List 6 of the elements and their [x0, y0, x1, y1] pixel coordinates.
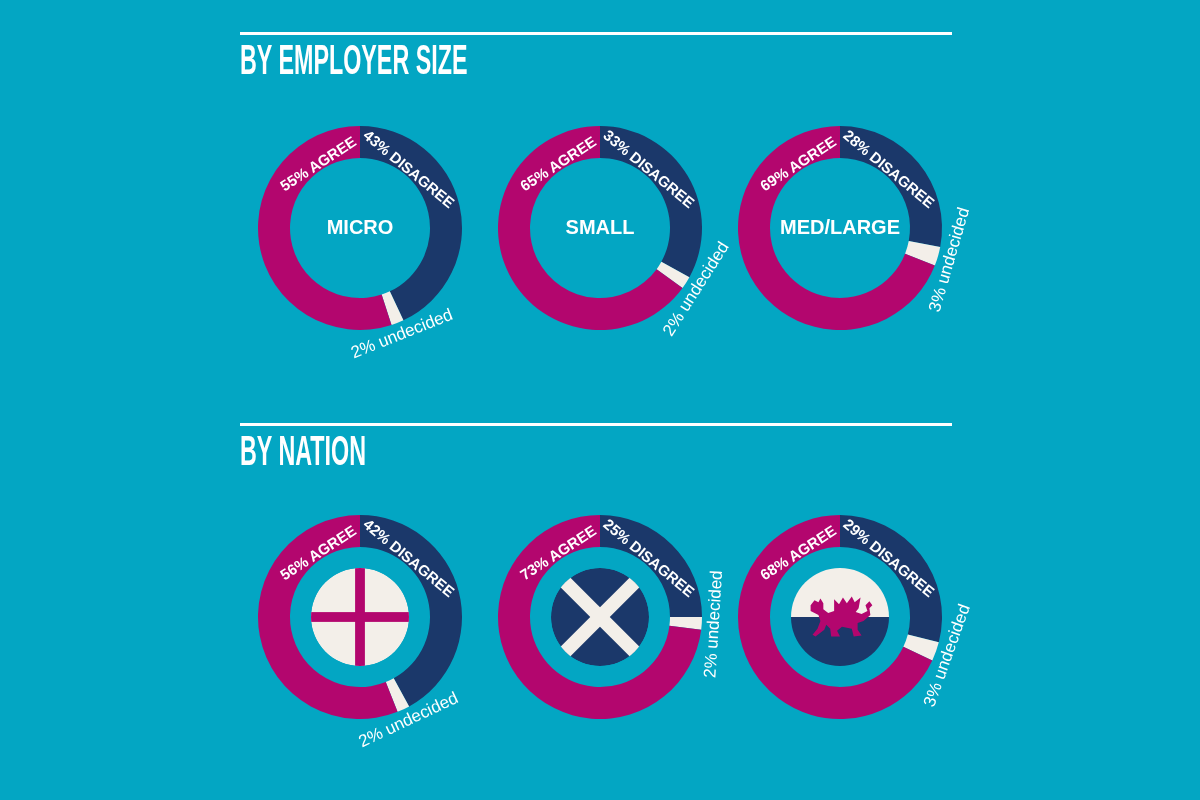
text: MED/LARGE: [780, 216, 900, 238]
text: MICRO: [326, 216, 394, 238]
slice-label: 2% undecided: [700, 569, 727, 679]
text: BY EMPLOYER SIZE: [240, 36, 468, 83]
text: BY NATION: [240, 427, 367, 474]
text: SMALL: [565, 216, 635, 238]
